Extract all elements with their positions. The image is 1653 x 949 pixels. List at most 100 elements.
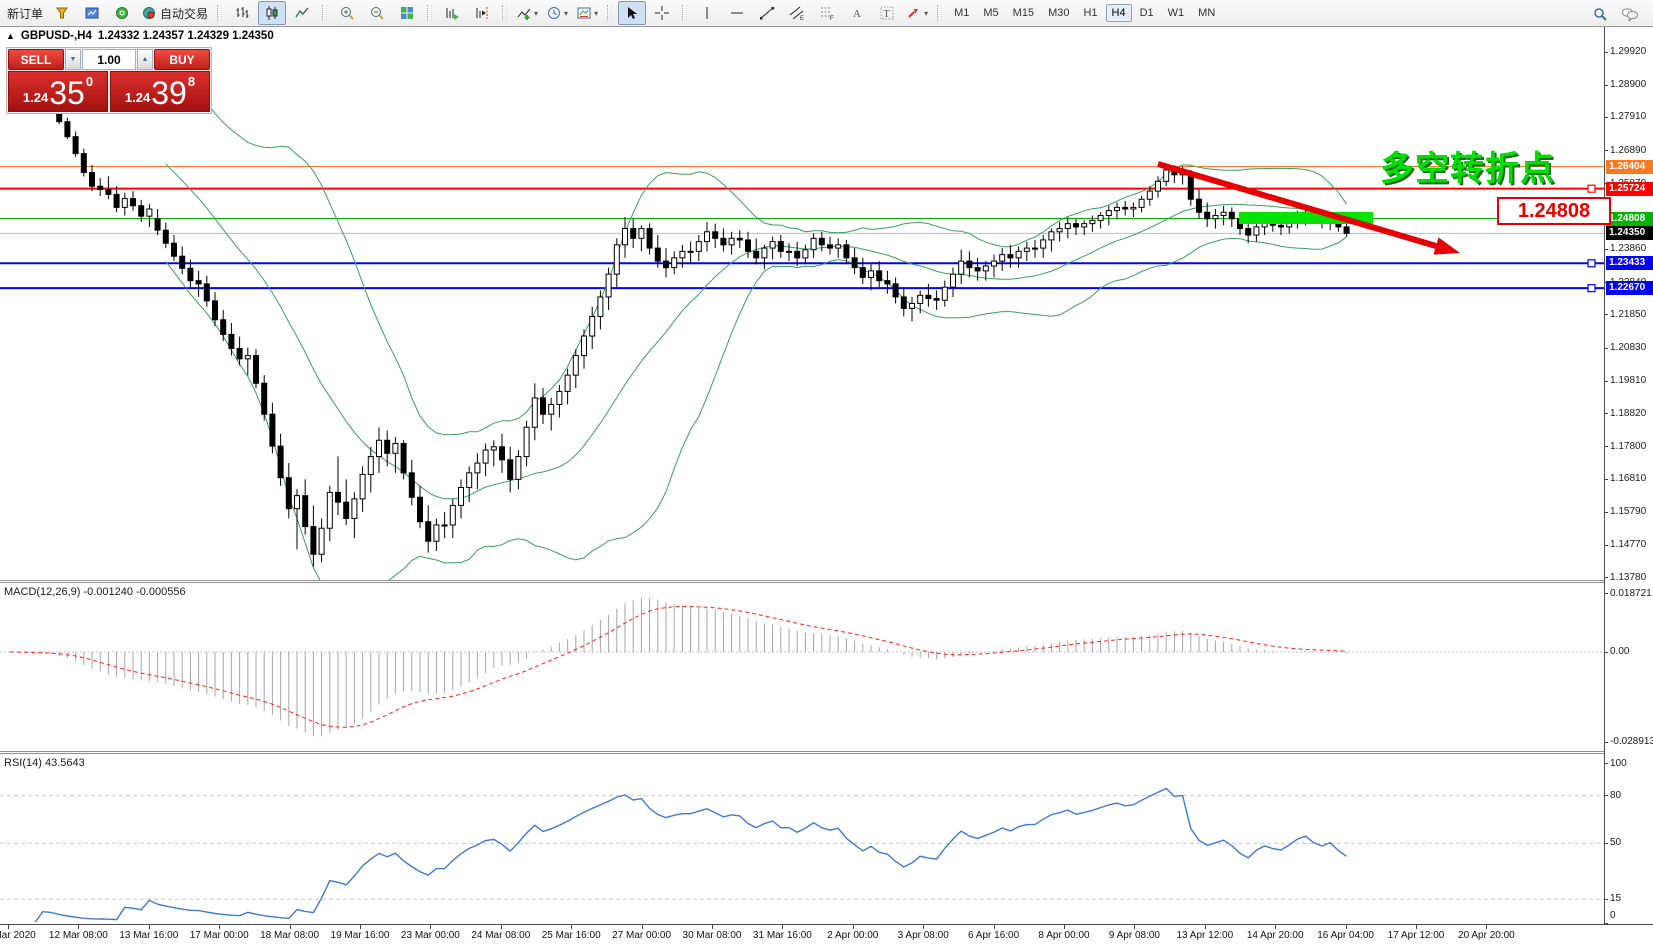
volume-decrease-button[interactable]: ▼ — [65, 49, 81, 70]
price-tick-mark — [1605, 84, 1608, 86]
time-tick-mark — [923, 925, 925, 929]
text-icon: A — [849, 5, 865, 21]
zoom-in-icon — [339, 5, 355, 21]
time-tick-label: 8 Apr 00:00 — [1038, 930, 1090, 941]
macd-tick-label: 0.00 — [1610, 646, 1630, 657]
trendline-button[interactable] — [753, 1, 781, 25]
time-tick-label: 25 Mar 16:00 — [541, 930, 601, 941]
indicators-button[interactable]: ▾ — [513, 1, 541, 25]
price-plot[interactable] — [0, 27, 1604, 580]
macd-plot[interactable] — [0, 583, 1604, 751]
bar-chart-icon — [234, 5, 250, 21]
macd-tick-mark — [1605, 593, 1608, 595]
symbol-name: GBPUSD-,H4 — [20, 30, 92, 42]
timeframe-button-m30[interactable]: M30 — [1048, 7, 1070, 19]
rsi-tick-label: 80 — [1610, 789, 1622, 801]
line-chart-button[interactable] — [288, 1, 316, 25]
timeframe-button-m15[interactable]: M15 — [1012, 7, 1035, 19]
time-tick-label: 12 Mar 08:00 — [48, 930, 108, 941]
text-button[interactable]: A — [843, 1, 871, 25]
price-pane: ▲ GBPUSD-,H4 1.24332 1.24357 1.24329 1.2… — [0, 27, 1604, 580]
toolbar-handle[interactable] — [607, 5, 613, 21]
vertical-line-button[interactable] — [693, 1, 721, 25]
buy-price-point: 8 — [187, 74, 196, 89]
channel-button[interactable]: E — [783, 1, 811, 25]
toolbar-handle[interactable] — [427, 5, 433, 21]
timeframe-button-mn[interactable]: MN — [1198, 7, 1216, 19]
time-tick-label: 13 Mar 16:00 — [119, 930, 179, 941]
text-label-button[interactable]: T — [873, 1, 901, 25]
crosshair-button[interactable] — [648, 1, 676, 25]
new-order-button[interactable]: 新订单 — [1, 1, 46, 25]
tile-windows-button[interactable] — [393, 1, 421, 25]
rsi-tick-mark — [1605, 842, 1608, 844]
toolbar-handle[interactable] — [502, 5, 508, 21]
volume-increase-button[interactable]: ▲ — [137, 49, 153, 70]
toolbar-handle[interactable] — [682, 5, 688, 21]
horizontal-line-button[interactable] — [723, 1, 751, 25]
timeframe-button-w1[interactable]: W1 — [1167, 7, 1185, 19]
price-tick-label: 1.17800 — [1610, 440, 1647, 452]
zoom-in-button[interactable] — [333, 1, 361, 25]
symbol-title: ▲ GBPUSD-,H4 1.24332 1.24357 1.24329 1.2… — [6, 30, 274, 42]
toolbar-handle[interactable] — [322, 5, 328, 21]
cursor-button[interactable] — [618, 1, 647, 25]
time-tick-mark — [1345, 925, 1347, 929]
price-tick-label: 1.27910 — [1610, 111, 1647, 123]
price-tick-label: 1.26890 — [1610, 144, 1647, 156]
navigator-button[interactable] — [78, 1, 106, 25]
price-level-label-resistance: 1.25724 — [1606, 181, 1653, 196]
rsi-pane: RSI(14) 43.5643 — [0, 754, 1604, 922]
templates-button[interactable]: ▾ — [573, 1, 601, 25]
buy-price-pips: 39 — [151, 75, 187, 111]
toolbar-handle[interactable] — [217, 5, 223, 21]
time-tick-label: 31 Mar 16:00 — [752, 930, 812, 941]
sell-button[interactable]: SELL — [8, 49, 64, 70]
buy-price-button[interactable]: 1.24 39 8 — [110, 71, 210, 112]
price-level-label-current: 1.24350 — [1606, 226, 1653, 241]
toolbar-handle[interactable] — [937, 5, 943, 21]
bar-chart-button[interactable] — [228, 1, 256, 25]
time-tick-label: 13 Apr 12:00 — [1176, 930, 1234, 941]
dropdown-arrow-icon: ▾ — [924, 8, 929, 18]
price-tick-mark — [1605, 150, 1608, 152]
zoom-out-button[interactable] — [363, 1, 391, 25]
auto-scroll-button[interactable] — [438, 1, 466, 25]
volume-input[interactable] — [82, 49, 136, 70]
candlestick-button[interactable] — [258, 1, 287, 25]
chart-shift-button[interactable] — [468, 1, 496, 25]
chat-button[interactable] — [1616, 2, 1644, 26]
search-button[interactable] — [1586, 2, 1614, 26]
timeframe-button-h4[interactable]: H4 — [1105, 4, 1132, 22]
time-tick-label: 6 Apr 16:00 — [968, 930, 1020, 941]
terminal-button[interactable] — [108, 1, 136, 25]
price-level-label-support: 1.23433 — [1606, 256, 1653, 271]
fibonacci-icon: F — [819, 5, 835, 21]
buy-button[interactable]: BUY — [154, 49, 210, 70]
market-watch-button[interactable] — [48, 1, 76, 25]
timeframe-button-m1[interactable]: M1 — [954, 7, 970, 19]
pane-resize-handle[interactable] — [0, 751, 1653, 754]
sell-price-pips: 35 — [49, 75, 85, 111]
pane-resize-handle[interactable] — [0, 580, 1653, 583]
time-tick-mark — [852, 925, 854, 929]
price-tick-label: 1.21850 — [1610, 308, 1647, 320]
autotrading-button[interactable]: 自动交易 — [138, 1, 211, 25]
crosshair-icon — [654, 5, 670, 21]
price-callout-label: 1.24808 — [1497, 197, 1611, 225]
rsi-plot[interactable] — [0, 754, 1604, 922]
price-tick-mark — [1605, 478, 1608, 480]
toolbar-group-scroll — [437, 0, 497, 26]
fibonacci-button[interactable]: F — [813, 1, 841, 25]
timeframe-button-d1[interactable]: D1 — [1139, 7, 1154, 19]
time-tick-label: 23 Mar 00:00 — [400, 930, 460, 941]
price-tick-label: 1.18820 — [1610, 407, 1647, 419]
timeframe-button-h1[interactable]: H1 — [1083, 7, 1098, 19]
periods-button[interactable]: ▾ — [543, 1, 571, 25]
arrows-button[interactable]: ▾ — [903, 1, 931, 25]
timeframe-button-m5[interactable]: M5 — [983, 7, 999, 19]
time-tick-mark — [1275, 925, 1277, 929]
sell-price-button[interactable]: 1.24 35 0 — [8, 71, 108, 112]
toolbar: 新订单 自动交易 — [0, 0, 1653, 27]
rsi-tick-label: 50 — [1610, 837, 1622, 849]
